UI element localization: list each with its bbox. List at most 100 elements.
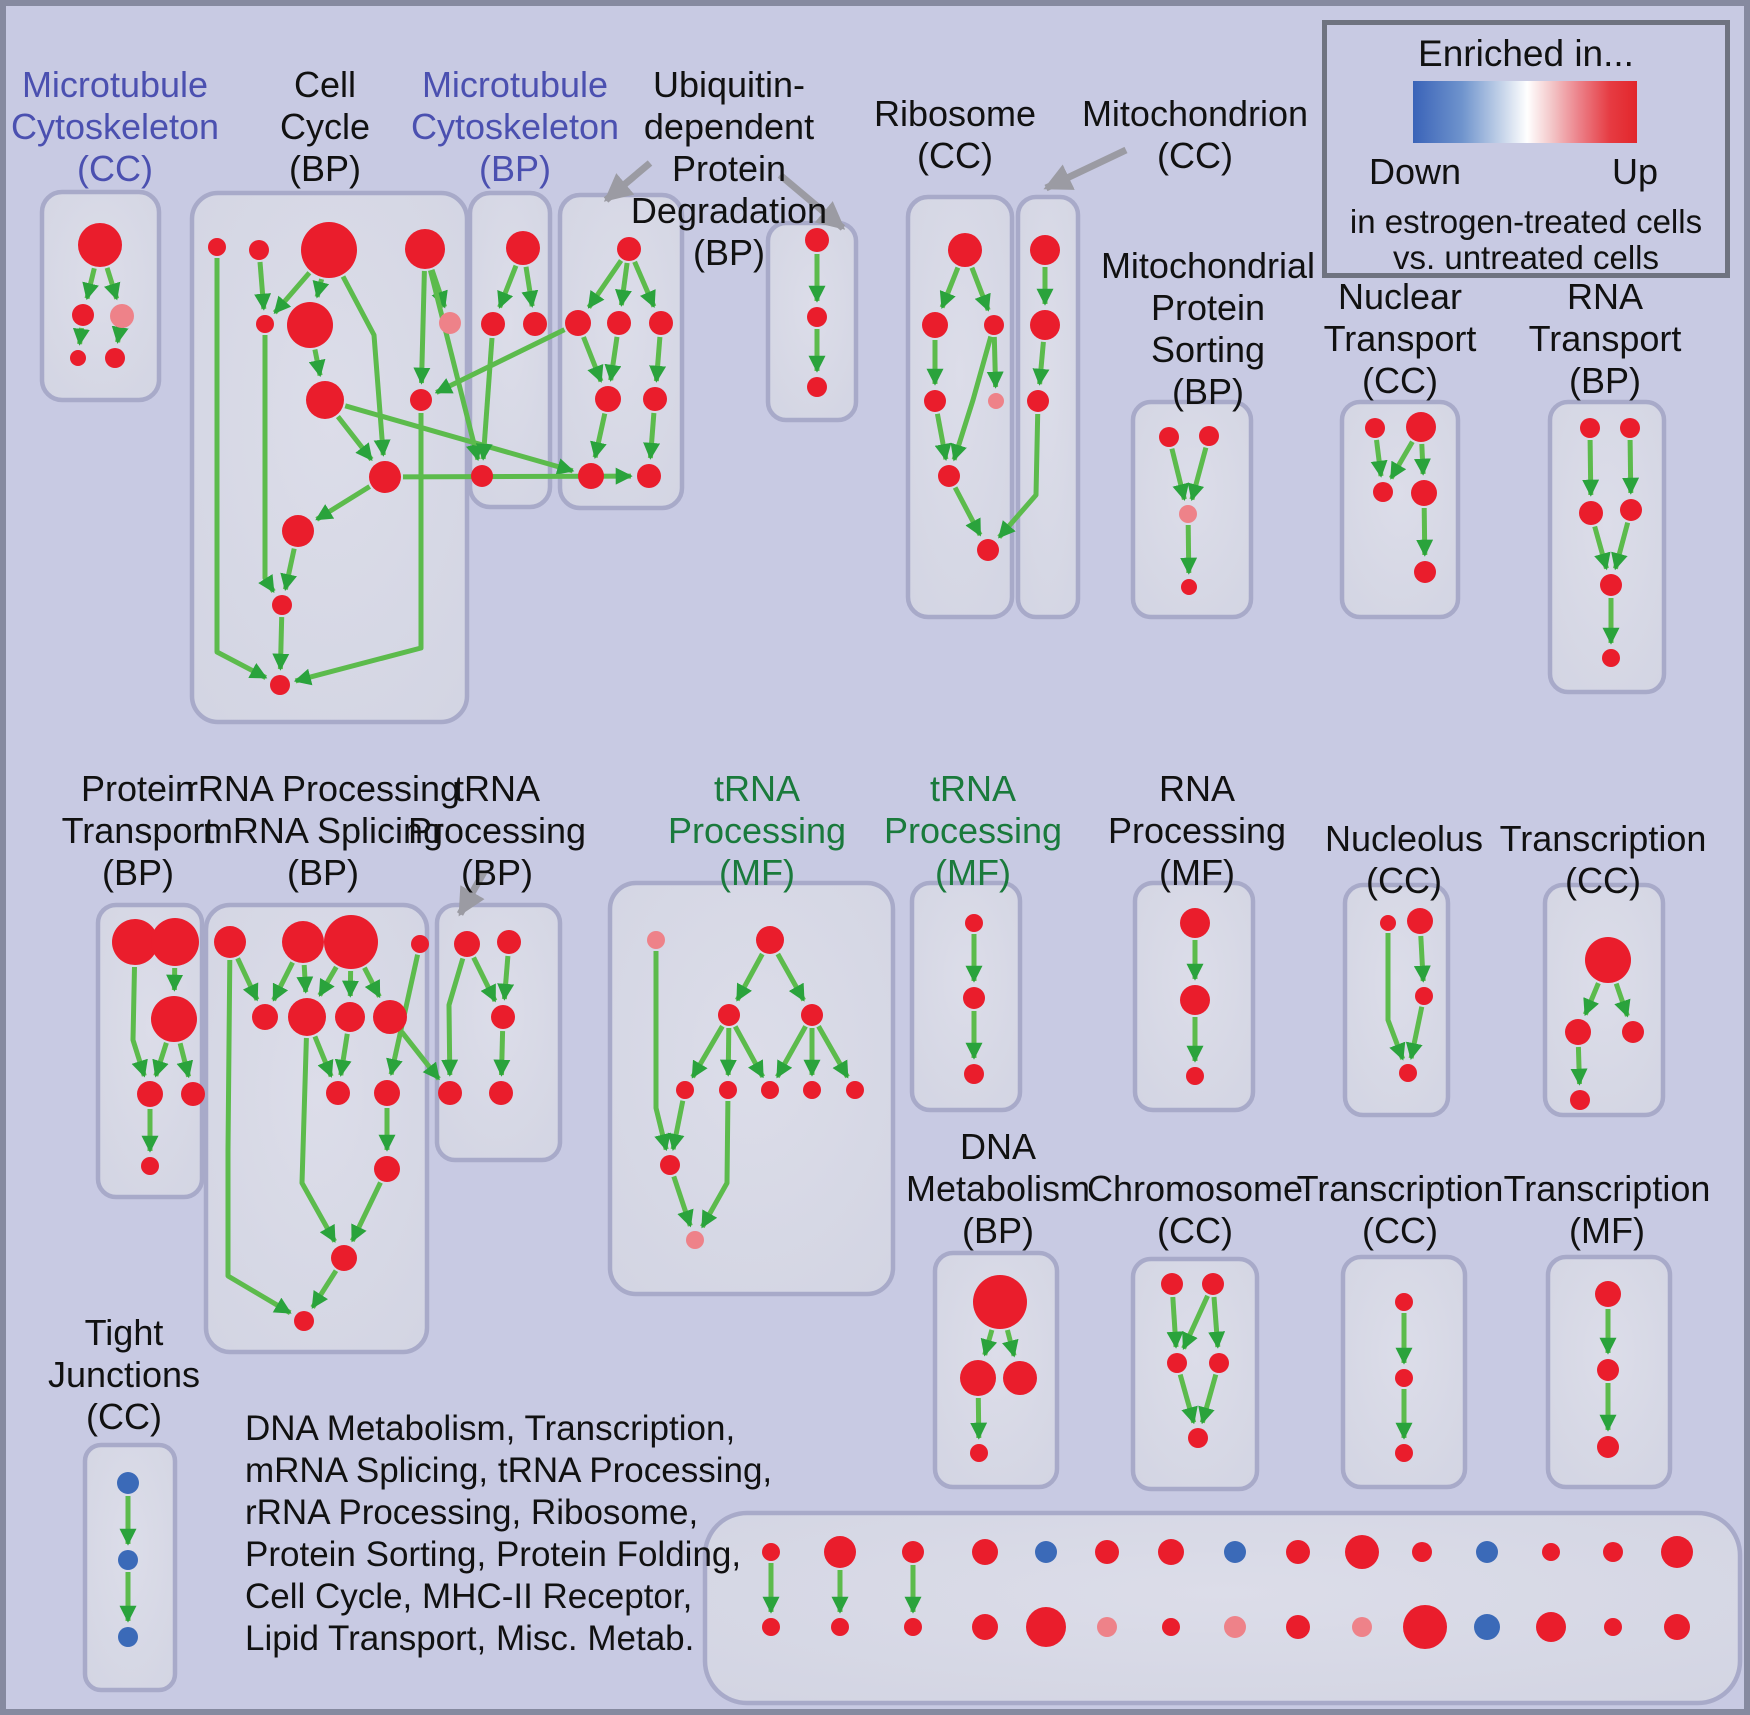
go-term-node-p2	[1199, 426, 1219, 446]
go-term-node-q1	[617, 237, 641, 261]
edge-arrow	[969, 266, 991, 312]
go-term-node-z3	[1597, 1436, 1619, 1458]
edge-arrow	[293, 413, 424, 686]
go-term-node-c5	[256, 315, 274, 333]
edge-arrow	[225, 959, 292, 1315]
go-term-node-s2	[282, 921, 324, 963]
edge-arrow	[700, 1100, 731, 1229]
go-term-node-k2	[1202, 1273, 1224, 1295]
edge-arrow	[130, 966, 148, 1078]
go-term-node-sb6	[1097, 1617, 1117, 1637]
label-trna-bp: tRNA Processing (BP)	[407, 768, 587, 893]
go-term-node-q8	[637, 464, 661, 488]
edge-arrow	[671, 1175, 694, 1228]
go-term-node-h4	[438, 1081, 462, 1105]
edge-arrow	[272, 616, 290, 671]
go-term-node-a2	[824, 1536, 856, 1568]
go-term-node-a5	[1035, 1541, 1057, 1563]
go-term-node-d1	[973, 1275, 1027, 1329]
go-term-node-sb12	[1474, 1614, 1500, 1640]
edge-arrow	[632, 260, 657, 309]
edge-arrow	[280, 548, 297, 592]
cluster-box-chromosome	[1130, 1256, 1260, 1492]
go-term-node-x3	[1622, 1021, 1644, 1043]
go-term-node-e1	[647, 931, 665, 949]
edge-arrow	[1032, 341, 1050, 386]
go-term-node-x4	[1570, 1090, 1590, 1110]
edge-arrow	[649, 336, 667, 383]
label-pointer-arrow	[777, 172, 846, 231]
edge-arrow	[980, 1329, 998, 1357]
go-term-node-a1	[762, 1543, 780, 1561]
go-term-node-c12	[272, 595, 292, 615]
go-term-node-r2	[922, 312, 948, 338]
edge-arrow	[997, 413, 1041, 539]
label-rna-transport: RNA Transport (BP)	[1528, 276, 1682, 401]
cluster-box-ntrans	[1339, 399, 1461, 620]
edge-arrow	[816, 1025, 850, 1079]
legend-box: Enriched in... Down Up in estrogen-treat…	[1322, 20, 1730, 278]
go-term-node-e8	[803, 1081, 821, 1099]
legend-subtitle-2: vs. untreated cells	[1393, 239, 1659, 276]
go-term-node-k3	[1167, 1353, 1187, 1373]
edge-arrow	[72, 327, 90, 346]
go-term-node-a7	[1158, 1539, 1184, 1565]
edge-arrow	[104, 267, 121, 301]
go-term-node-j2	[118, 1550, 138, 1570]
go-term-node-b2	[481, 312, 505, 336]
go-term-node-q5	[595, 386, 621, 412]
label-transcription-cc-bot: Transcription (CC)	[1296, 1168, 1504, 1251]
go-term-node-t2	[1030, 310, 1060, 340]
go-term-node-c4	[405, 229, 445, 269]
go-term-node-a10	[1345, 1535, 1379, 1569]
go-term-node-c9	[410, 389, 432, 411]
edge-arrow	[317, 965, 339, 997]
go-term-node-s8	[373, 1000, 407, 1034]
go-term-node-u3	[807, 377, 827, 397]
go-term-node-a8	[1224, 1541, 1246, 1563]
edge-arrow	[586, 259, 624, 309]
label-mt-bp: Microtubule Cytoskeleton (BP)	[410, 64, 620, 189]
edge-arrow	[1180, 524, 1198, 575]
edge-arrow	[590, 413, 608, 460]
edge-arrow	[310, 1269, 339, 1309]
go-term-node-d3	[1003, 1361, 1037, 1395]
edge-arrow	[427, 269, 483, 462]
edge-arrow	[1177, 1373, 1198, 1425]
go-term-node-g4	[137, 1081, 163, 1107]
go-term-node-r7	[938, 465, 960, 487]
go-term-node-e2	[756, 926, 784, 954]
edge-arrow	[950, 335, 994, 462]
go-term-node-o4	[1399, 1064, 1417, 1082]
go-term-node-k1	[1161, 1273, 1183, 1295]
edge-arrow	[1208, 1296, 1226, 1349]
go-term-node-sb2	[831, 1618, 849, 1636]
edge-arrow	[986, 336, 1004, 389]
go-term-node-p1	[1159, 427, 1179, 447]
go-term-node-b1	[506, 231, 540, 265]
edge-arrow	[653, 951, 671, 1152]
edge-arrow	[497, 955, 515, 1001]
go-term-node-y2	[1395, 1369, 1413, 1387]
edge-arrow	[271, 961, 295, 1002]
go-term-node-e10	[660, 1155, 680, 1175]
label-dna-metabolism: DNA Metabolism (BP)	[905, 1126, 1091, 1251]
go-term-node-r6	[1027, 390, 1049, 412]
go-term-node-n3	[1373, 482, 1393, 502]
edge-arrow	[434, 327, 566, 395]
edge-arrow	[471, 956, 498, 1003]
go-term-node-g2	[151, 918, 199, 966]
label-pointer-arrow	[456, 870, 488, 917]
go-term-node-a3	[902, 1541, 924, 1563]
legend-up-label: Up	[1611, 151, 1659, 192]
go-term-node-m4	[70, 350, 86, 366]
edge-arrow	[1413, 443, 1431, 476]
go-term-node-e7	[761, 1081, 779, 1099]
label-cell-cycle: Cell Cycle (BP)	[279, 64, 371, 189]
go-term-node-a9	[1286, 1540, 1310, 1564]
go-term-node-g6	[141, 1157, 159, 1175]
go-term-node-a4	[972, 1539, 998, 1565]
go-term-node-w2	[1180, 985, 1210, 1015]
go-term-node-o3	[1415, 987, 1433, 1005]
edge-arrow	[214, 258, 268, 680]
